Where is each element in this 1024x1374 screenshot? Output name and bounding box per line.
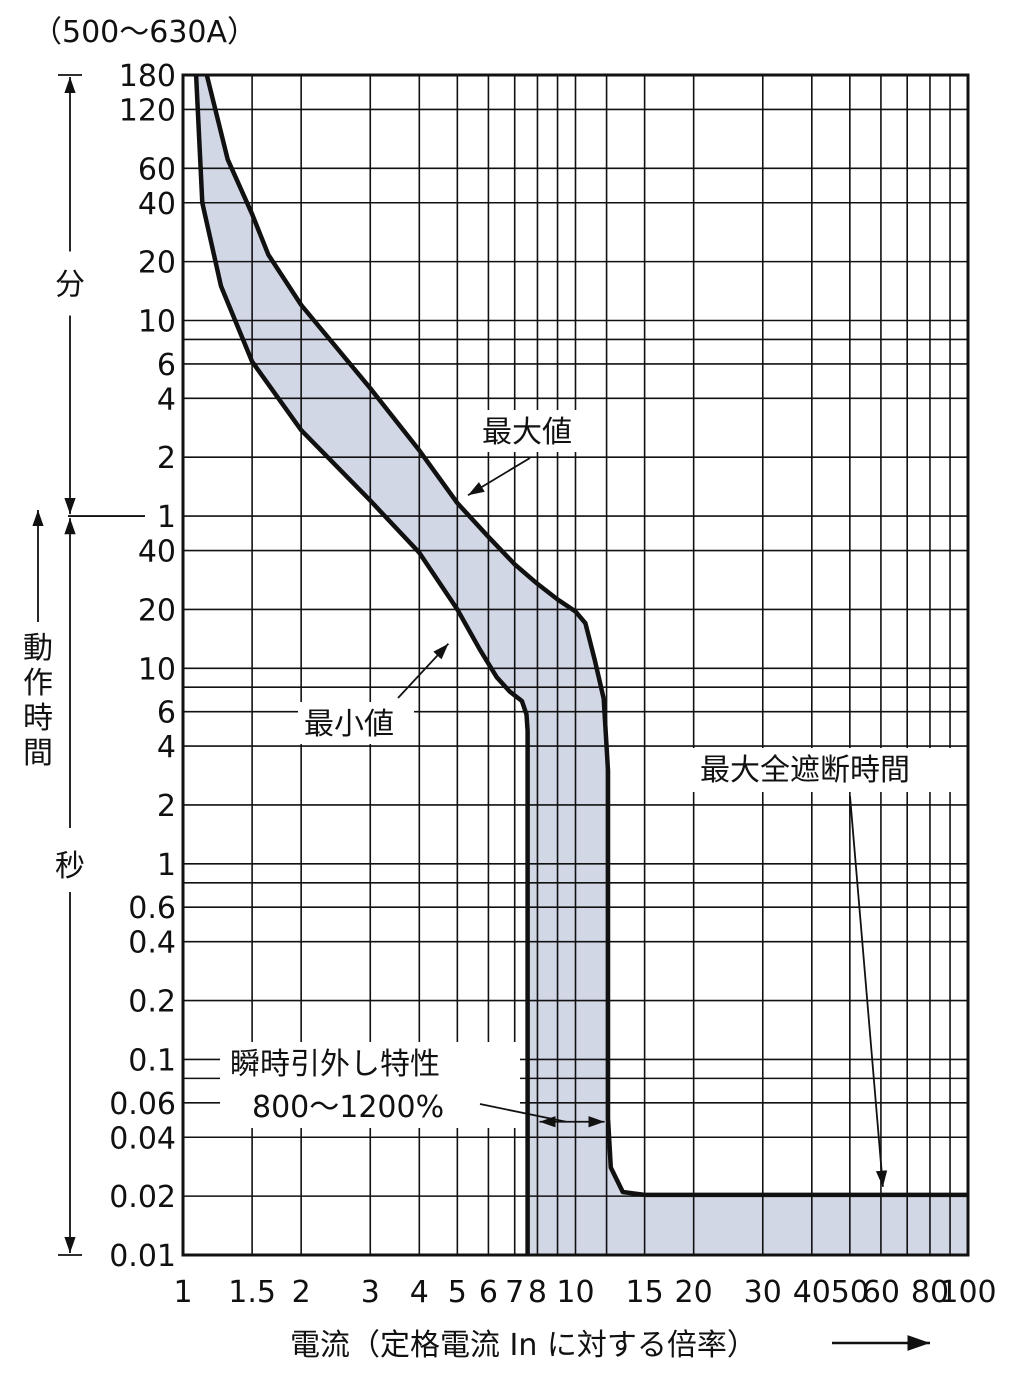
y-axis-groups: 分秒 動作時間 xyxy=(23,74,145,1256)
x-tick-label: 8 xyxy=(528,1275,547,1310)
x-tick-label: 1 xyxy=(173,1275,192,1310)
operating-band-fill xyxy=(196,75,969,1255)
instant-trip-range-label: 800〜1200% xyxy=(252,1090,444,1125)
y-tick-label: 10 xyxy=(138,652,176,687)
y-tick-label: 40 xyxy=(138,535,176,570)
y-tick-label: 4 xyxy=(157,382,176,417)
x-tick-label: 7 xyxy=(505,1275,524,1310)
x-tick-label: 60 xyxy=(862,1275,900,1310)
y-tick-label: 20 xyxy=(138,593,176,628)
x-axis-label: 電流（定格電流 In に対する倍率） xyxy=(290,1328,757,1363)
y-tick-label: 60 xyxy=(138,152,176,187)
y-tick-label: 0.1 xyxy=(128,1043,176,1078)
y-tick-label: 0.04 xyxy=(109,1121,176,1156)
y-tick-label: 1 xyxy=(157,848,176,883)
y-tick-label: 6 xyxy=(157,348,176,383)
break-time-label: 最大全遮断時間 xyxy=(700,753,910,788)
y-tick-label: 10 xyxy=(138,305,176,340)
min-label: 最小値 xyxy=(304,707,394,742)
x-tick-label: 80 xyxy=(911,1275,949,1310)
instant-trip-label-bg xyxy=(220,1042,520,1128)
y-tick-label: 1 xyxy=(157,500,176,535)
x-tick-label: 3 xyxy=(361,1275,380,1310)
y-tick-label: 0.4 xyxy=(128,926,176,961)
min-label-bg xyxy=(298,702,414,744)
x-tick-label: 5 xyxy=(448,1275,467,1310)
instant-trip-label: 瞬時引外し特性 xyxy=(230,1047,440,1082)
operating-band xyxy=(196,75,969,1255)
y-tick-label: 6 xyxy=(157,696,176,731)
y-tick-label: 40 xyxy=(138,187,176,222)
y-tick-label: 4 xyxy=(157,730,176,765)
x-tick-label: 30 xyxy=(744,1275,782,1310)
max-leader xyxy=(467,457,531,497)
y-tick-labels: 18012060402010642140201064210.60.40.20.1… xyxy=(109,59,176,1274)
y-tick-label: 0.06 xyxy=(109,1087,176,1122)
y-tick-label: 2 xyxy=(157,789,176,824)
y-tick-label: 0.2 xyxy=(128,985,176,1020)
x-tick-label: 40 xyxy=(793,1275,831,1310)
max-label-bg xyxy=(476,410,588,452)
curves xyxy=(193,74,968,1255)
break-time-leader xyxy=(849,795,888,1187)
x-tick-label: 50 xyxy=(831,1275,869,1310)
y-tick-label: 180 xyxy=(119,59,176,94)
x-tick-label: 10 xyxy=(556,1275,594,1310)
second-group-label: 秒 xyxy=(55,849,85,884)
x-tick-label: 6 xyxy=(479,1275,498,1310)
x-tick-label: 1.5 xyxy=(228,1275,276,1310)
x-tick-label: 15 xyxy=(626,1275,664,1310)
x-tick-label: 20 xyxy=(675,1275,713,1310)
x-tick-label: 4 xyxy=(410,1275,429,1310)
y-tick-label: 0.02 xyxy=(109,1180,176,1215)
x-tick-label: 100 xyxy=(939,1275,996,1310)
chart-title: （500〜630A） xyxy=(32,15,257,50)
break-time-label-bg xyxy=(692,748,954,792)
y-tick-label: 120 xyxy=(119,93,176,128)
series-min-line xyxy=(193,74,530,1255)
y-tick-label: 0.6 xyxy=(128,891,176,926)
series-max-line xyxy=(204,74,968,1198)
x-tick-label: 2 xyxy=(292,1275,311,1310)
max-label: 最大値 xyxy=(482,415,572,450)
minute-group-label: 分 xyxy=(55,268,85,303)
plot-frame xyxy=(181,73,970,1257)
y-tick-label: 20 xyxy=(138,246,176,281)
min-leader xyxy=(397,643,450,699)
y-tick-label: 0.01 xyxy=(109,1239,176,1274)
y-axis-title: 動作時間 xyxy=(23,631,53,771)
y-tick-label: 2 xyxy=(157,441,176,476)
